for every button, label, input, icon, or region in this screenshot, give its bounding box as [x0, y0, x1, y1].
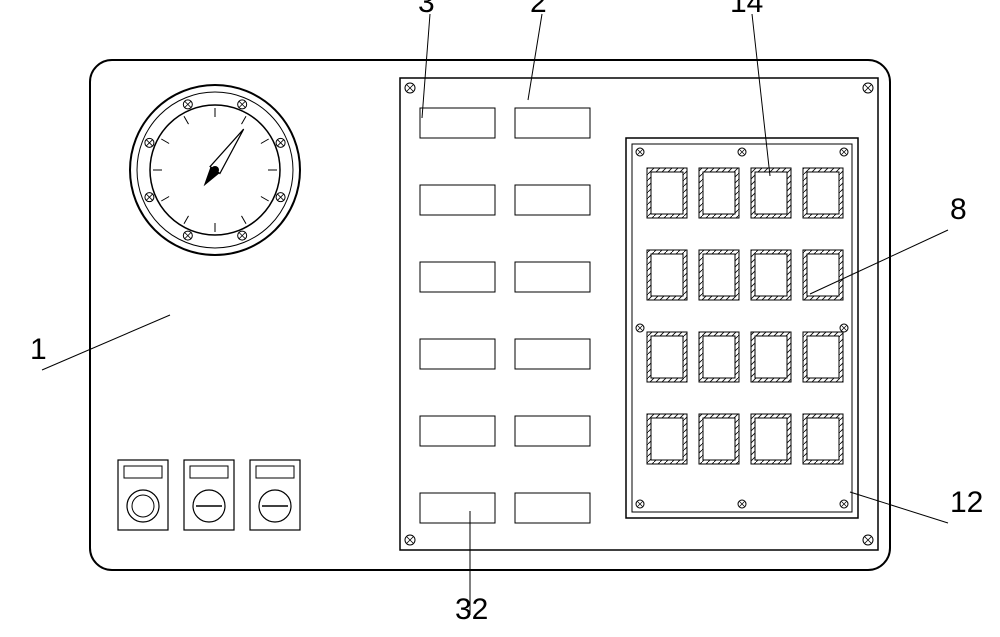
- small-rect: [515, 493, 590, 523]
- small-rect: [420, 262, 495, 292]
- callout-label-2: 2: [530, 0, 547, 20]
- switch-box: [184, 460, 234, 530]
- small-rect: [420, 108, 495, 138]
- callout-label-1: 1: [30, 333, 47, 367]
- small-rect: [515, 416, 590, 446]
- callout-label-8: 8: [950, 193, 967, 227]
- diagram-svg: [0, 0, 1000, 637]
- small-rect: [515, 185, 590, 215]
- small-rect: [515, 262, 590, 292]
- callout-label-32: 32: [455, 593, 488, 627]
- callout-line: [42, 315, 170, 370]
- callout-label-14: 14: [730, 0, 763, 20]
- switch-box: [250, 460, 300, 530]
- small-rect: [420, 339, 495, 369]
- small-rect: [515, 108, 590, 138]
- small-rect: [515, 339, 590, 369]
- callout-line: [528, 14, 542, 100]
- small-rect: [420, 185, 495, 215]
- callout-line: [850, 492, 948, 523]
- callout-label-12: 12: [950, 486, 983, 520]
- small-rect: [420, 493, 495, 523]
- small-rect: [420, 416, 495, 446]
- sub-panel: [400, 78, 878, 550]
- callout-line: [422, 14, 430, 118]
- callout-label-3: 3: [418, 0, 435, 20]
- callout-line: [752, 14, 770, 176]
